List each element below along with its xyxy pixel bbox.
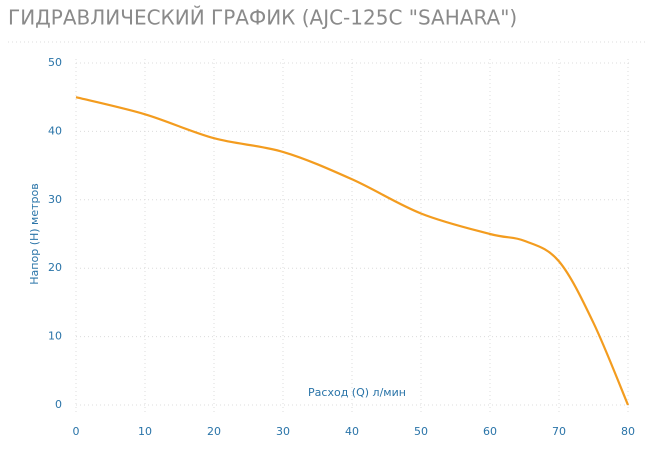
y-tick-label: 10 — [48, 330, 62, 343]
y-tick-label: 40 — [48, 124, 62, 137]
y-axis-label: Напор (H) метров — [28, 183, 41, 284]
x-axis-label: Расход (Q) л/мин — [308, 386, 406, 399]
y-tick-label: 20 — [48, 261, 62, 274]
y-tick-label: 30 — [48, 193, 62, 206]
x-tick-label: 30 — [276, 425, 290, 438]
y-tick-label: 50 — [48, 56, 62, 69]
x-tick-label: 40 — [345, 425, 359, 438]
y-tick-label: 0 — [55, 398, 62, 411]
x-tick-label: 50 — [414, 425, 428, 438]
x-tick-label: 80 — [621, 425, 635, 438]
line-series — [75, 96, 630, 406]
x-tick-label: 10 — [138, 425, 152, 438]
x-tick-label: 60 — [483, 425, 497, 438]
x-tick-label: 20 — [207, 425, 221, 438]
x-tick-label: 0 — [73, 425, 80, 438]
chart-title: ГИДРАВЛИЧЕСКИЙ ГРАФИК (AJC-125C "SAHARA"… — [8, 6, 517, 30]
x-tick-label: 70 — [552, 425, 566, 438]
